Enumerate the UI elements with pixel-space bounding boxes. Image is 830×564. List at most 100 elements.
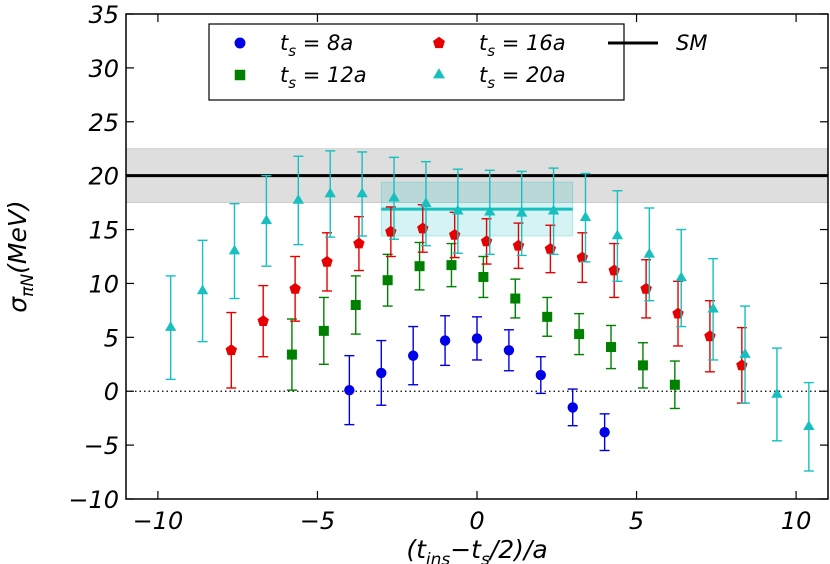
- label-text: −t: [450, 535, 482, 564]
- data-point-ts20-13: [579, 211, 592, 221]
- legend-label-rest: = 16a: [495, 31, 566, 55]
- legend-label-t: t: [280, 63, 289, 87]
- series-ts8: [344, 315, 610, 452]
- data-point-ts12-9: [574, 329, 585, 340]
- x-tick-label: −10: [133, 507, 184, 535]
- data-point-ts12-7: [510, 293, 521, 304]
- data-point-ts20-2: [228, 244, 241, 255]
- legend-label-rest: = 8a: [296, 31, 353, 55]
- data-point-ts20-9: [452, 204, 464, 215]
- legend-entry-ts16: ts = 16a: [433, 31, 566, 60]
- data-point-ts16-4: [353, 237, 365, 249]
- data-point-ts20-4: [292, 193, 304, 204]
- label-text: /2)/a: [488, 535, 548, 564]
- legend-label-t: t: [280, 31, 289, 55]
- data-point-ts12-1: [318, 325, 329, 336]
- legend-label-sub: s: [487, 42, 495, 60]
- data-point-ts12-0: [286, 349, 297, 360]
- data-point-ts20-5: [324, 187, 336, 198]
- subscript: ins: [426, 550, 450, 564]
- bands-layer: [125, 148, 829, 237]
- series-layer: [165, 150, 815, 472]
- label-text: (t: [406, 535, 427, 564]
- x-axis-label: (tins−ts/2)/a: [406, 535, 547, 564]
- data-point-ts20-16: [675, 271, 687, 282]
- data-point-ts12-8: [542, 311, 553, 322]
- data-point-ts12-4: [414, 261, 425, 272]
- data-point-ts20-6: [356, 187, 368, 198]
- y-tick-label: 25: [88, 109, 119, 137]
- legend-label-ts12: ts = 12a: [280, 63, 367, 92]
- legend-label-sm: SM: [676, 31, 707, 55]
- data-point-ts20-3: [260, 214, 273, 225]
- legend-marker-ts8: [234, 37, 246, 49]
- y-tick-label: 10: [88, 270, 119, 298]
- data-point-ts20-10: [484, 205, 496, 216]
- label-text: σ: [3, 296, 32, 313]
- data-point-ts20-11: [516, 206, 528, 217]
- data-point-ts12-12: [669, 379, 680, 390]
- data-point-ts12-3: [382, 275, 393, 286]
- data-point-ts20-7: [388, 191, 400, 202]
- data-point-ts12-11: [637, 360, 648, 371]
- data-point-ts20-0: [165, 321, 177, 331]
- data-point-ts8-5: [503, 345, 515, 356]
- legend-label-sub: s: [288, 42, 296, 60]
- data-point-ts12-2: [350, 300, 361, 310]
- data-point-ts16-2: [289, 282, 301, 294]
- legend-marker-ts12: [234, 69, 246, 81]
- legend-label-sub: s: [487, 74, 495, 92]
- data-point-ts12-5: [446, 260, 457, 271]
- data-point-ts8-8: [599, 426, 610, 438]
- data-point-ts20-20: [803, 420, 815, 431]
- data-point-ts20-12: [547, 204, 560, 215]
- legend-entry-ts20: ts = 20a: [433, 63, 566, 92]
- y-tick-label: 35: [88, 1, 119, 29]
- legend-label-t: t: [479, 31, 488, 55]
- subscript: s: [481, 550, 490, 564]
- y-tick-label: 0: [104, 378, 119, 406]
- legend-label-ts8: ts = 8a: [280, 31, 353, 60]
- x-tick-label: −5: [300, 507, 335, 535]
- legend-label-sub: s: [288, 74, 296, 92]
- data-point-ts20-8: [420, 197, 432, 207]
- data-point-ts16-0: [225, 344, 238, 356]
- data-point-ts16-1: [257, 315, 269, 327]
- data-point-ts8-3: [439, 335, 451, 346]
- legend-entry-sm: SM: [608, 31, 707, 55]
- data-point-ts20-19: [771, 387, 783, 398]
- y-tick-label: −5: [84, 432, 119, 460]
- data-point-ts8-0: [344, 384, 355, 396]
- data-point-ts20-1: [196, 284, 209, 295]
- data-point-ts8-2: [407, 350, 419, 361]
- legend-marker-ts16: [433, 36, 445, 49]
- legend-label-ts20: ts = 20a: [479, 63, 566, 92]
- y-tick-label: −10: [68, 486, 119, 514]
- data-point-ts8-4: [471, 333, 483, 344]
- data-point-ts8-7: [567, 402, 578, 413]
- y-axis-label: σπN(MeV): [3, 200, 38, 312]
- series-ts20: [165, 150, 815, 472]
- data-point-ts16-3: [321, 255, 333, 267]
- y-tick-label: 30: [88, 55, 119, 83]
- subscript: πN: [18, 274, 38, 297]
- x-tick-label: 5: [629, 507, 644, 535]
- legend-marker-ts20: [433, 68, 445, 79]
- data-point-ts20-17: [707, 302, 719, 313]
- legend-label-ts16: ts = 16a: [479, 31, 566, 60]
- y-tick-label: 15: [88, 217, 119, 245]
- series-ts12: [286, 241, 680, 410]
- y-tick-label: 20: [88, 163, 119, 191]
- x-tick-label: 0: [469, 507, 484, 535]
- data-point-ts20-18: [739, 348, 751, 358]
- legend-entry-ts12: ts = 12a: [234, 63, 367, 92]
- legend-label-t: t: [479, 63, 488, 87]
- data-point-ts12-6: [478, 271, 489, 282]
- data-point-ts8-6: [535, 369, 547, 381]
- legend-label-rest: = 12a: [296, 63, 367, 87]
- data-point-ts20-14: [611, 229, 624, 240]
- legend-box: [208, 23, 625, 101]
- y-tick-label: 5: [104, 324, 119, 352]
